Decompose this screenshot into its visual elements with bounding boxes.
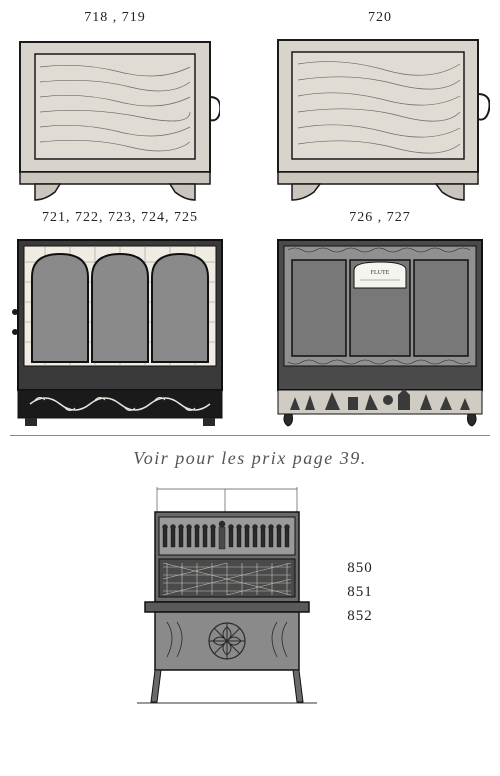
label-718-719: 718 , 719 — [84, 10, 146, 26]
cell-726-727: 726 , 727 FLUTE — [270, 210, 490, 427]
row-ornate-cabinets: 721, 722, 723, 724, 725 — [10, 210, 490, 427]
illustration-cabinet-721 — [10, 232, 230, 427]
illustration-cabinet-726: FLUTE — [270, 232, 490, 427]
row-automaton-organ: 850 851 852 — [10, 477, 490, 707]
num-852: 852 — [347, 604, 373, 628]
cell-721-725: 721, 722, 723, 724, 725 — [10, 210, 230, 427]
num-851: 851 — [347, 580, 373, 604]
plaque-text: FLUTE — [371, 270, 390, 276]
cell-720: 720 — [270, 10, 490, 202]
illustration-organ-850 — [127, 477, 327, 707]
cell-718-719: 718 , 719 — [10, 10, 220, 202]
divider-line — [10, 435, 490, 436]
row-plain-cabinets: 718 , 719 720 — [10, 10, 490, 202]
illustration-cabinet-718 — [10, 32, 220, 202]
label-726-727: 726 , 727 — [349, 210, 411, 226]
label-720: 720 — [368, 10, 392, 26]
illustration-cabinet-720 — [270, 32, 490, 202]
label-721-725: 721, 722, 723, 724, 725 — [42, 210, 198, 226]
num-850: 850 — [347, 556, 373, 580]
caption-prices: Voir pour les prix page 39. — [10, 448, 490, 469]
numbers-850-852: 850 851 852 — [347, 556, 373, 628]
